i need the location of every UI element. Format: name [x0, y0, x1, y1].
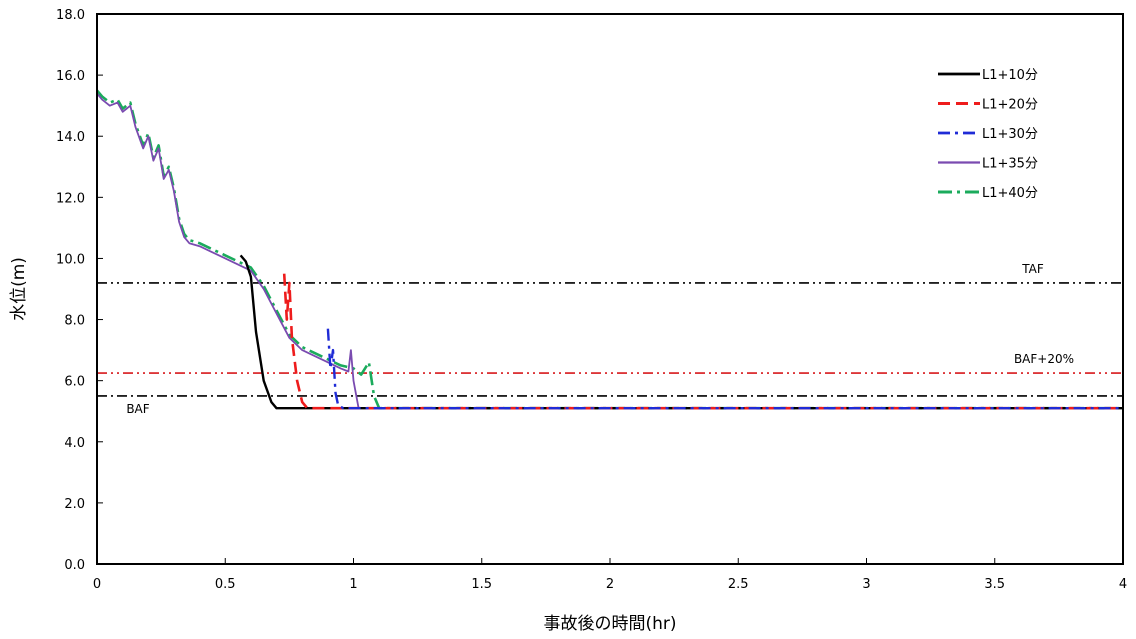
- series-line-1: [239, 254, 1123, 410]
- x-tick-label: 2.5: [728, 577, 749, 592]
- y-axis-ticks: 0.0 2.0 4.0 6.0 8.0 10.0 12.0 14.0 16.0 18.0: [56, 8, 103, 573]
- chart-legend: L1+10分 L1+20分 L1+30分 L1+35分 L1+40分: [938, 68, 1038, 201]
- y-tick-label: 16.0: [56, 69, 85, 84]
- y-tick-label: 0.0: [64, 558, 85, 573]
- x-tick-label: 2: [606, 577, 614, 592]
- x-axis-ticks: 0 0.5 1 1.5 2 2.5 3 3.5 4: [93, 558, 1127, 592]
- y-tick-label: 6.0: [64, 375, 85, 390]
- legend-label: L1+10分: [982, 68, 1038, 83]
- legend-label: L1+30分: [982, 127, 1038, 142]
- y-tick-label: 14.0: [56, 130, 85, 145]
- y-tick-label: 18.0: [56, 8, 85, 23]
- series-layer: [96, 89, 1123, 410]
- series-line-3: [326, 328, 1123, 410]
- legend-label: L1+35分: [982, 157, 1038, 172]
- x-axis-title: 事故後の時間(hr): [543, 614, 676, 634]
- reference-line-label: BAF+20%: [1014, 352, 1074, 366]
- y-axis-title: 水位(m): [9, 257, 29, 321]
- reference-line-label: TAF: [1021, 262, 1044, 276]
- legend-label: L1+40分: [982, 186, 1038, 201]
- series-line-2: [282, 273, 1123, 410]
- y-tick-label: 2.0: [64, 497, 85, 512]
- x-tick-label: 0.5: [215, 577, 236, 592]
- x-tick-label: 1: [349, 577, 357, 592]
- legend-label: L1+20分: [982, 98, 1038, 113]
- y-tick-label: 12.0: [56, 191, 85, 206]
- series-line-4: [96, 92, 1123, 410]
- reference-line-label: BAF: [126, 402, 149, 416]
- x-tick-label: 1.5: [471, 577, 492, 592]
- y-tick-label: 4.0: [64, 436, 85, 451]
- x-tick-label: 3: [862, 577, 870, 592]
- reference-lines: TAF BAF+20% BAF: [97, 262, 1123, 416]
- y-tick-label: 10.0: [56, 252, 85, 267]
- y-tick-label: 8.0: [64, 314, 85, 329]
- x-tick-label: 4: [1119, 577, 1127, 592]
- x-tick-label: 0: [93, 577, 101, 592]
- x-tick-label: 3.5: [984, 577, 1005, 592]
